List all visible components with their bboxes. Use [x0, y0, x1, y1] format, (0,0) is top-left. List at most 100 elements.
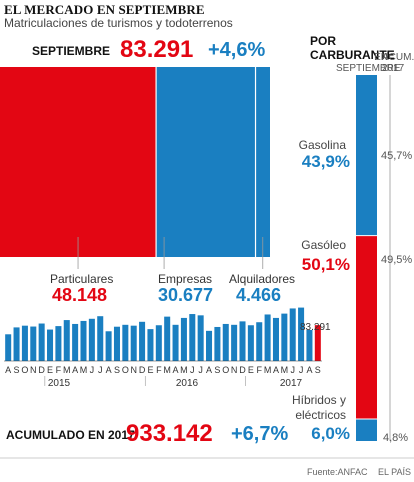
history-tick-2: O: [21, 365, 28, 375]
hibridos-value: 6,0%: [311, 424, 350, 443]
history-bar-28: [239, 321, 246, 361]
history-bar-25: [214, 326, 221, 361]
history-bar-21: [180, 317, 187, 361]
buyer-block-0: [0, 67, 157, 257]
history-tick-9: M: [80, 365, 88, 375]
gasoleo-acum: 49,5%: [381, 254, 413, 266]
history-tick-25: S: [214, 365, 220, 375]
hibridos-acum: 4,8%: [383, 432, 409, 444]
history-bar-8: [72, 323, 79, 361]
history-tick-27: N: [231, 365, 238, 375]
history-bar-18: [155, 325, 162, 361]
history-tick-36: A: [306, 365, 312, 375]
history-bar-12: [105, 331, 112, 361]
history-bar-14: [122, 324, 129, 361]
particulares-value: 48.148: [52, 285, 108, 305]
history-bar-6: [55, 326, 62, 361]
history-tick-16: D: [139, 365, 146, 375]
buyer-block-2: [255, 67, 270, 257]
history-tick-17: E: [147, 365, 153, 375]
gasolina-acum: 45,7%: [381, 150, 413, 162]
history-tick-13: S: [114, 365, 120, 375]
history-tick-15: N: [130, 365, 137, 375]
history-bar-2: [21, 325, 28, 361]
history-bar-4: [38, 323, 45, 361]
alquiladores-value: 4.466: [236, 285, 282, 305]
history-bar-33: [281, 313, 288, 361]
history-bar-16: [139, 321, 146, 361]
history-tick-0: A: [5, 365, 11, 375]
buyer-block-1: [156, 67, 256, 257]
chart-subtitle: Matriculaciones de turismos y todoterren…: [4, 16, 233, 30]
history-tick-3: N: [30, 365, 37, 375]
accumulated-label: ACUMULADO EN 2017: [6, 428, 135, 442]
history-tick-23: J: [198, 365, 203, 375]
history-year-2015: 2015: [48, 378, 71, 389]
history-bar-10: [88, 318, 95, 361]
chart-title: EL MERCADO EN SEPTIEMBRE: [4, 2, 205, 17]
history-bar-37: [314, 325, 321, 361]
history-bar-17: [147, 329, 154, 361]
buyer-split-chart: [0, 67, 270, 269]
empresas-value: 30.677: [158, 285, 214, 305]
history-bar-20: [172, 324, 179, 361]
history-year-2016: 2016: [176, 378, 199, 389]
history-tick-22: J: [190, 365, 195, 375]
history-year-2017: 2017: [280, 378, 303, 389]
history-bar-7: [63, 320, 70, 361]
fuel-share-chart: [356, 75, 391, 441]
history-bar-34: [289, 308, 296, 361]
history-tick-24: A: [206, 365, 212, 375]
history-bar-29: [247, 325, 254, 361]
history-bar-13: [113, 326, 120, 361]
history-bar-15: [130, 325, 137, 361]
history-tick-28: D: [239, 365, 246, 375]
history-bar-9: [80, 320, 87, 361]
history-tick-35: J: [299, 365, 304, 375]
history-tick-31: M: [264, 365, 272, 375]
gasoleo-value: 50,1%: [301, 255, 350, 274]
fuel-col-month: EN SEPTIEMBRE: [336, 52, 401, 74]
history-tick-33: M: [281, 365, 289, 375]
history-bar-32: [272, 317, 279, 361]
history-bar-11: [97, 316, 104, 361]
history-tick-12: A: [106, 365, 112, 375]
history-bar-26: [222, 323, 229, 361]
source-note: Fuente:ANFAC: [307, 467, 368, 477]
history-tick-21: M: [180, 365, 188, 375]
gasolina-value: 43,9%: [301, 152, 350, 171]
history-bar-3: [30, 326, 37, 361]
history-tick-7: M: [63, 365, 71, 375]
credit-note: EL PAÍS: [378, 467, 412, 477]
history-tick-26: O: [222, 365, 229, 375]
history-tick-1: S: [14, 365, 20, 375]
history-bar-1: [13, 327, 20, 361]
gasoleo-label: Gasóleo: [301, 238, 346, 252]
history-tick-18: F: [156, 365, 162, 375]
history-bar-19: [164, 316, 171, 361]
history-bar-0: [5, 334, 12, 361]
history-bar-30: [256, 322, 263, 361]
particulares-label: Particulares: [50, 272, 114, 286]
history-bar-27: [231, 324, 238, 361]
history-tick-5: E: [47, 365, 53, 375]
empresas-label: Empresas: [158, 272, 213, 286]
history-tick-4: D: [38, 365, 45, 375]
september-change: +4,6%: [208, 39, 266, 61]
history-tick-20: A: [173, 365, 179, 375]
history-tick-30: F: [256, 365, 262, 375]
history-bar-36: [306, 329, 313, 361]
history-bar-23: [197, 315, 204, 361]
history-tick-37: S: [315, 365, 321, 375]
history-tick-29: E: [248, 365, 254, 375]
fuel-panel-title: POR CARBURANTE: [310, 34, 395, 62]
monthly-history-chart: A S O N D E F M A M J J A S O N D E F M A M J J A S O N D E F M A M J J A S20…: [4, 307, 331, 389]
history-tick-6: F: [56, 365, 62, 375]
fuel-segment-2: [356, 419, 377, 441]
history-tick-10: J: [90, 365, 95, 375]
alquiladores-label: Alquiladores: [229, 272, 296, 286]
history-tick-11: J: [98, 365, 103, 375]
september-label: SEPTIEMBRE: [32, 44, 111, 58]
hibridos-label: Híbridos y eléctricos: [291, 393, 346, 422]
